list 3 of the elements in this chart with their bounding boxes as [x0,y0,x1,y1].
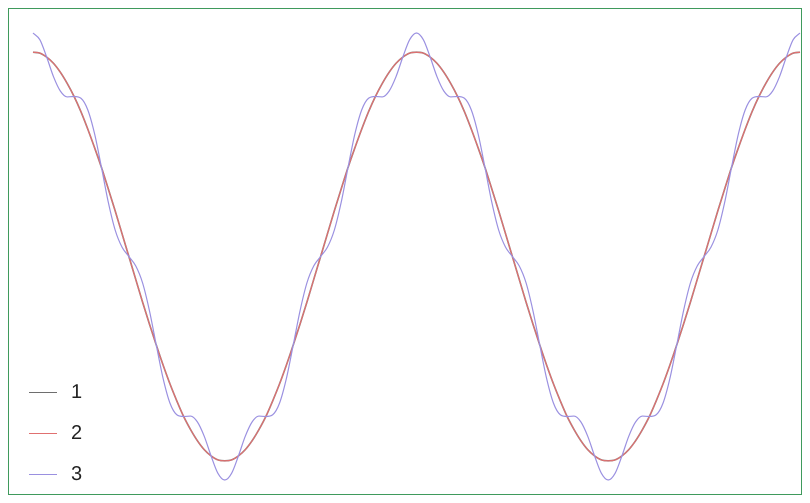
legend-label: 1 [71,381,82,404]
legend-label: 3 [71,463,82,486]
legend-label: 2 [71,422,82,445]
